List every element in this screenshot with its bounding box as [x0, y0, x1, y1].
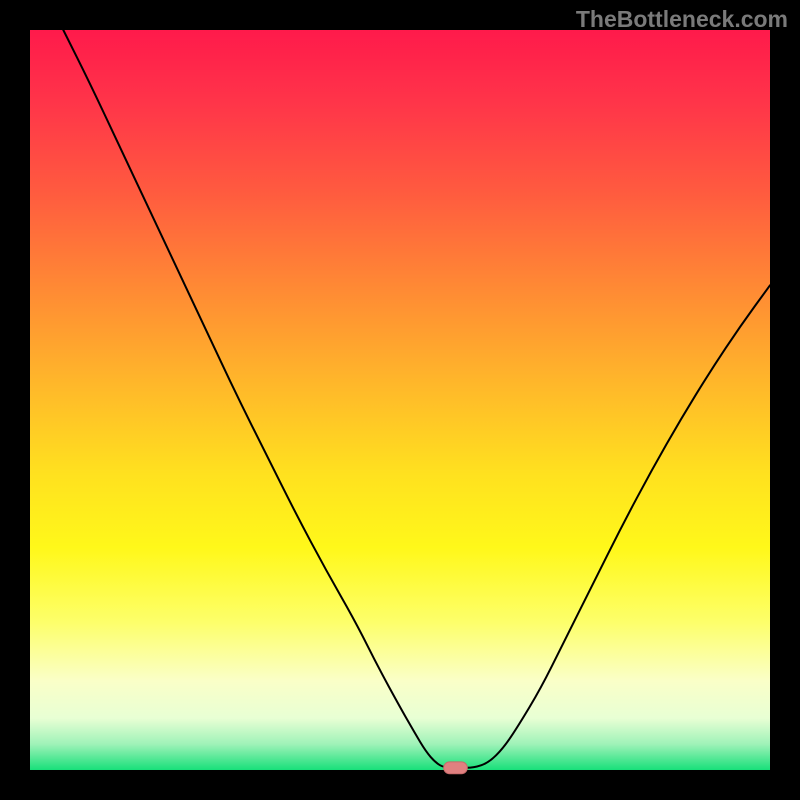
watermark-text: TheBottleneck.com [576, 6, 788, 33]
chart-svg [0, 0, 800, 800]
bottleneck-chart [0, 0, 800, 800]
optimal-point-marker [444, 762, 468, 774]
chart-gradient-background [30, 30, 770, 770]
